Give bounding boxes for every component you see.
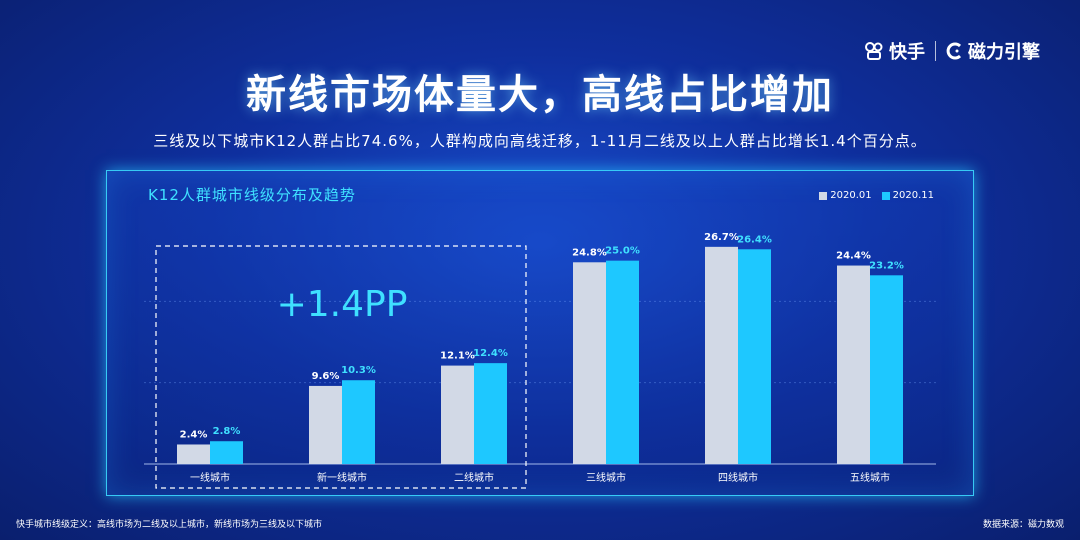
bar-2020-01 xyxy=(705,246,738,464)
kuaishou-icon xyxy=(865,42,883,60)
x-tick-label: 四线城市 xyxy=(718,471,758,484)
bar-2020-01 xyxy=(309,385,342,464)
bar-2020-11 xyxy=(210,441,243,464)
bar-2020-11 xyxy=(738,249,771,464)
chart-legend: 2020.01 2020.11 xyxy=(819,190,934,201)
legend-item-series1: 2020.01 xyxy=(819,190,872,201)
page-title: 新线市场体量大，高线占比增加 xyxy=(246,72,834,118)
brand-divider xyxy=(935,41,936,61)
data-label: 10.3% xyxy=(341,365,376,376)
x-tick-label: 新一线城市 xyxy=(317,471,367,484)
legend-item-series2: 2020.11 xyxy=(881,190,934,201)
data-label: 23.2% xyxy=(869,260,904,271)
legend-swatch-series2 xyxy=(881,191,890,200)
chart-title: K12人群城市线级分布及趋势 xyxy=(148,186,356,204)
chart-panel xyxy=(106,170,974,496)
page-subtitle: 三线及以下城市K12人群占比74.6%，人群构成向高线迁移，1-11月二线及以上… xyxy=(153,132,927,150)
x-tick-label: 五线城市 xyxy=(850,471,890,484)
x-tick-label: 三线城市 xyxy=(586,471,626,484)
bar-2020-11 xyxy=(606,260,639,464)
annotation-box xyxy=(155,245,527,489)
legend-label-series2: 2020.11 xyxy=(892,190,934,201)
annotation-label: +1.4PP xyxy=(277,284,408,325)
data-label: 26.7% xyxy=(704,232,739,243)
cili-label: 磁力引擎 xyxy=(968,42,1040,63)
data-label: 26.4% xyxy=(737,234,772,245)
cili-logo: 磁力引擎 xyxy=(946,38,1040,64)
x-tick-label: 一线城市 xyxy=(190,471,230,484)
data-label: 12.1% xyxy=(440,351,475,362)
bar-2020-11 xyxy=(870,275,903,464)
cili-icon xyxy=(946,42,962,60)
data-label: 2.4% xyxy=(180,429,208,440)
bar-2020-11 xyxy=(342,380,375,464)
legend-label-series1: 2020.01 xyxy=(830,190,872,201)
data-label: 24.8% xyxy=(572,247,607,258)
data-label: 9.6% xyxy=(312,371,340,382)
legend-swatch-series1 xyxy=(819,191,828,200)
footer-source: 数据来源：磁力数观 xyxy=(982,520,1064,530)
data-label: 24.4% xyxy=(836,251,871,262)
kuaishou-label: 快手 xyxy=(889,42,925,63)
bar-2020-01 xyxy=(573,262,606,464)
brand-logos: 快手 磁力引擎 xyxy=(865,38,1040,64)
bar-2020-01 xyxy=(441,365,474,464)
bar-2020-11 xyxy=(474,363,507,464)
bar-2020-01 xyxy=(177,444,210,464)
data-label: 25.0% xyxy=(605,246,640,257)
kuaishou-logo: 快手 xyxy=(865,38,925,64)
data-label: 12.4% xyxy=(473,348,508,359)
bar-2020-01 xyxy=(837,265,870,464)
footer-definition: 快手城市线级定义：高线市场为二线及以上城市，新线市场为三线及以下城市 xyxy=(16,520,323,530)
data-label: 2.8% xyxy=(213,426,241,437)
x-tick-label: 二线城市 xyxy=(454,471,494,484)
